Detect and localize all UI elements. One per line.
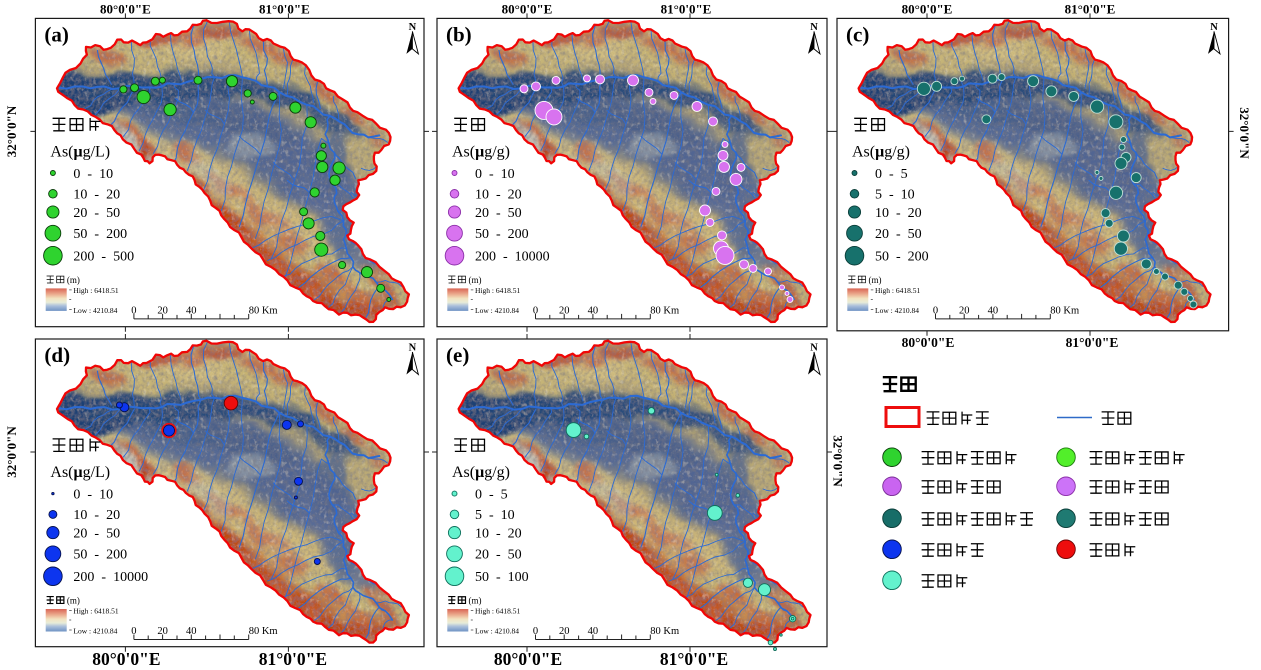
svg-text:32°0'0"N: 32°0'0"N (4, 105, 19, 157)
svg-text:20: 20 (559, 626, 570, 637)
svg-text:81°0'0"E: 81°0'0"E (660, 649, 728, 669)
svg-text:10 - 20: 10 - 20 (475, 188, 522, 203)
svg-text:High : 6418.51: High : 6418.51 (73, 286, 118, 295)
svg-text:50 - 200: 50 - 200 (73, 227, 127, 242)
svg-text:Low : 4210.84: Low : 4210.84 (475, 306, 519, 315)
svg-text:0 - 10: 0 - 10 (475, 167, 515, 182)
svg-text:0: 0 (933, 305, 938, 316)
svg-text:32°0'0"N: 32°0'0"N (831, 435, 846, 487)
svg-text:N: N (409, 22, 417, 33)
svg-text:5 - 10: 5 - 10 (875, 188, 915, 203)
svg-text:0: 0 (533, 626, 538, 637)
svg-text:32°0'0"N: 32°0'0"N (4, 426, 19, 478)
svg-text:20: 20 (157, 305, 168, 316)
svg-text:(b): (b) (446, 22, 472, 46)
svg-text:High : 6418.51: High : 6418.51 (475, 286, 520, 295)
svg-text:80°0'0"E: 80°0'0"E (494, 649, 562, 669)
svg-text:As(μg/g): As(μg/g) (452, 143, 510, 160)
svg-text:(m): (m) (67, 275, 80, 285)
svg-text:32°0'0"N: 32°0'0"N (1237, 107, 1252, 159)
svg-text:Low : 4210.84: Low : 4210.84 (73, 627, 117, 636)
svg-text:50 - 200: 50 - 200 (73, 548, 127, 563)
svg-text:40: 40 (588, 626, 599, 637)
svg-text:40: 40 (186, 626, 197, 637)
svg-text:50 - 200: 50 - 200 (875, 250, 929, 265)
svg-text:(a): (a) (44, 22, 69, 46)
svg-text:80 Km: 80 Km (1050, 305, 1079, 316)
svg-text:20: 20 (157, 626, 168, 637)
svg-text:20: 20 (559, 305, 570, 316)
svg-text:N: N (810, 22, 818, 33)
svg-text:High : 6418.51: High : 6418.51 (875, 286, 920, 295)
svg-text:High : 6418.51: High : 6418.51 (475, 607, 520, 616)
svg-text:80°0'0"E: 80°0'0"E (100, 2, 151, 17)
svg-text:80°0'0"E: 80°0'0"E (502, 2, 553, 17)
svg-text:40: 40 (988, 305, 999, 316)
svg-text:(c): (c) (846, 22, 869, 46)
svg-text:10 - 20: 10 - 20 (73, 508, 120, 523)
svg-text:(m): (m) (469, 275, 482, 285)
svg-text:20 - 50: 20 - 50 (475, 206, 522, 221)
svg-text:81°0'0"E: 81°0'0"E (661, 2, 712, 17)
svg-text:20 - 50: 20 - 50 (73, 526, 120, 541)
svg-text:81°0'0"E: 81°0'0"E (259, 649, 327, 669)
svg-text:80 Km: 80 Km (650, 305, 679, 316)
svg-text:10 - 20: 10 - 20 (73, 188, 120, 203)
svg-text:0 - 5: 0 - 5 (875, 167, 908, 182)
svg-text:Low : 4210.84: Low : 4210.84 (875, 306, 919, 315)
svg-text:200 - 500: 200 - 500 (73, 250, 134, 265)
svg-text:10 - 20: 10 - 20 (475, 526, 522, 541)
svg-text:(m): (m) (67, 596, 80, 606)
svg-text:81°0'0"E: 81°0'0"E (1066, 335, 1119, 350)
svg-text:80°0'0"E: 80°0'0"E (92, 649, 160, 669)
svg-text:10 - 20: 10 - 20 (875, 206, 922, 221)
svg-text:20: 20 (959, 305, 970, 316)
svg-text:As(μg/g): As(μg/g) (452, 464, 510, 481)
svg-text:80 Km: 80 Km (249, 626, 278, 637)
svg-text:N: N (1210, 22, 1218, 33)
svg-text:(d): (d) (44, 343, 70, 367)
svg-text:50 - 200: 50 - 200 (475, 227, 529, 242)
svg-text:50 - 100: 50 - 100 (475, 570, 529, 585)
svg-text:20 - 50: 20 - 50 (875, 227, 922, 242)
svg-text:0: 0 (131, 626, 136, 637)
svg-text:Low : 4210.84: Low : 4210.84 (73, 306, 117, 315)
svg-text:40: 40 (186, 305, 197, 316)
svg-text:0: 0 (533, 305, 538, 316)
svg-text:N: N (810, 343, 818, 354)
svg-text:0 - 10: 0 - 10 (73, 167, 113, 182)
svg-text:80 Km: 80 Km (650, 626, 679, 637)
svg-text:As(μg/L): As(μg/L) (50, 143, 110, 160)
svg-text:0 - 10: 0 - 10 (73, 487, 113, 502)
svg-text:0: 0 (131, 305, 136, 316)
svg-text:20 - 50: 20 - 50 (73, 206, 120, 221)
svg-text:81°0'0"E: 81°0'0"E (259, 2, 310, 17)
svg-text:40: 40 (588, 305, 599, 316)
svg-text:Low : 4210.84: Low : 4210.84 (475, 627, 519, 636)
svg-text:N: N (409, 343, 417, 354)
svg-text:80°0'0"E: 80°0'0"E (902, 2, 953, 17)
svg-text:80 Km: 80 Km (249, 305, 278, 316)
svg-text:As(μg/L): As(μg/L) (50, 464, 110, 481)
svg-text:High : 6418.51: High : 6418.51 (73, 607, 118, 616)
svg-text:0 - 5: 0 - 5 (475, 487, 508, 502)
svg-text:5 - 10: 5 - 10 (475, 508, 515, 523)
svg-text:20 - 50: 20 - 50 (475, 548, 522, 563)
svg-text:(e): (e) (446, 343, 469, 367)
svg-text:81°0'0"E: 81°0'0"E (1065, 2, 1116, 17)
svg-text:80°0'0"E: 80°0'0"E (902, 335, 955, 350)
svg-text:(m): (m) (869, 275, 882, 285)
svg-text:(m): (m) (469, 596, 482, 606)
svg-text:As(μg/g): As(μg/g) (852, 143, 910, 160)
